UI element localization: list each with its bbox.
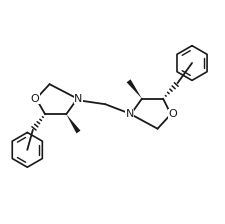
Text: N: N — [125, 109, 133, 119]
Polygon shape — [126, 79, 141, 99]
Text: O: O — [168, 109, 176, 119]
Polygon shape — [66, 114, 80, 134]
Text: O: O — [31, 94, 39, 104]
Text: N: N — [74, 94, 82, 104]
